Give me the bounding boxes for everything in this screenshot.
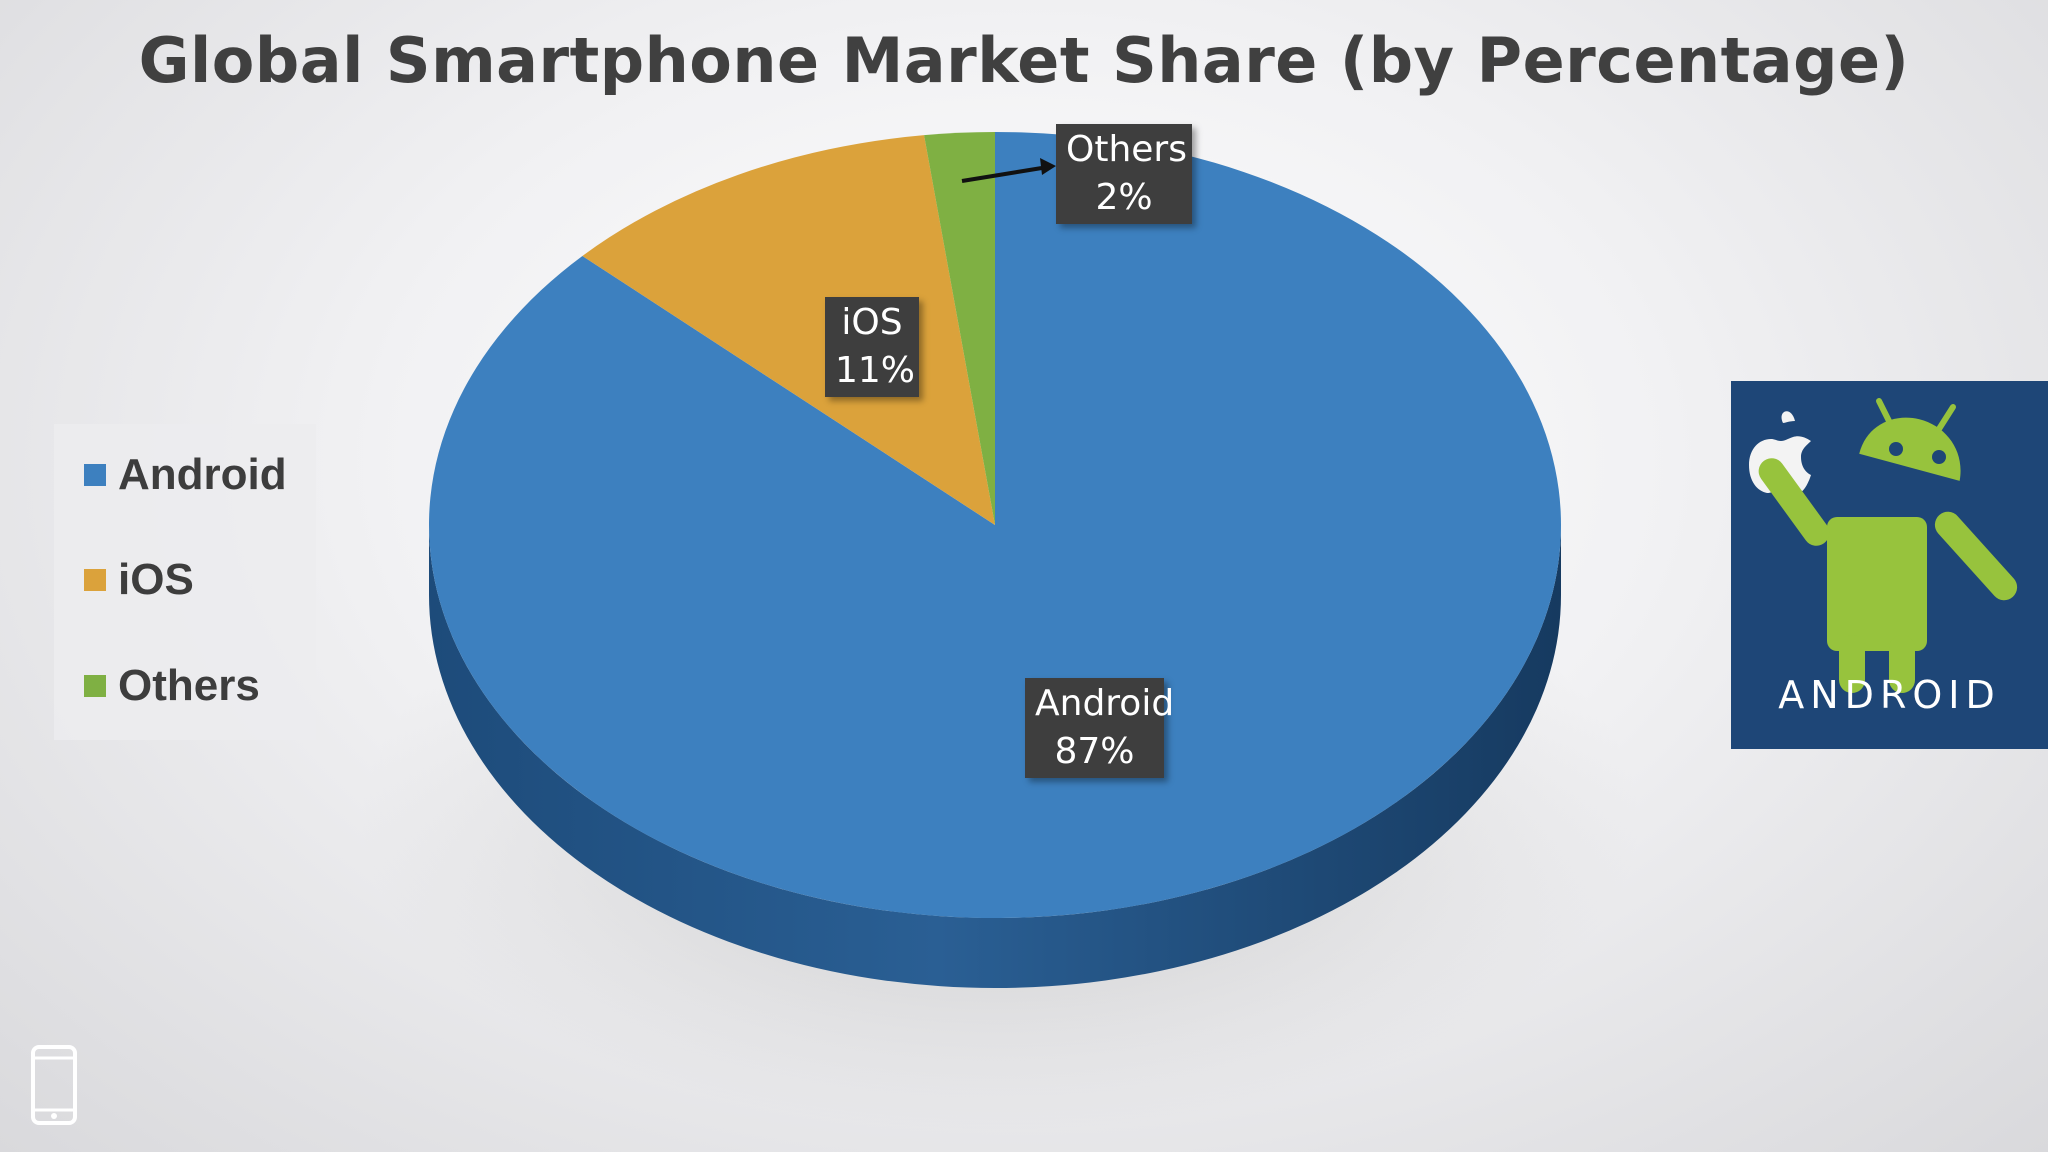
android-logo-artwork [1749, 398, 2018, 693]
android-robot-icon [1758, 398, 2018, 693]
others-leader-line [961, 165, 1049, 183]
data-label-ios-category: iOS [841, 302, 903, 343]
android-logo-text: ANDROID [1778, 673, 2001, 717]
others-leader-arrowhead [1040, 158, 1056, 175]
legend-swatch-others [84, 675, 106, 697]
legend-swatch-ios [84, 569, 106, 591]
legend: Android iOS Others [54, 424, 316, 740]
android-logo-panel: ANDROID [1731, 381, 2048, 749]
data-label-ios-value: 11% [835, 350, 916, 391]
data-label-android-category: Android [1035, 683, 1175, 724]
legend-label-android: Android [118, 450, 287, 499]
legend-item-others: Others [84, 656, 260, 716]
pie-side [429, 525, 1561, 988]
data-label-others: Others 2% [1056, 124, 1192, 224]
pie-side-wall [429, 525, 1561, 988]
pie-slice-others [924, 132, 995, 525]
data-label-android-value: 87% [1054, 731, 1135, 772]
legend-label-others: Others [118, 661, 260, 710]
data-label-android: Android 87% [1025, 678, 1175, 778]
smartphone-icon [31, 1045, 77, 1125]
legend-label-ios: iOS [118, 555, 194, 604]
legend-item-ios: iOS [84, 550, 194, 610]
legend-item-android: Android [84, 445, 287, 505]
pie-slice-ios [582, 135, 995, 525]
data-label-ios: iOS 11% [825, 297, 919, 397]
chart-title: Global Smartphone Market Share (by Perce… [138, 24, 1910, 97]
legend-swatch-android [84, 464, 106, 486]
data-label-others-category: Others [1066, 129, 1187, 170]
data-label-others-value: 2% [1095, 177, 1153, 218]
pie-slice-android [428, 132, 1561, 918]
